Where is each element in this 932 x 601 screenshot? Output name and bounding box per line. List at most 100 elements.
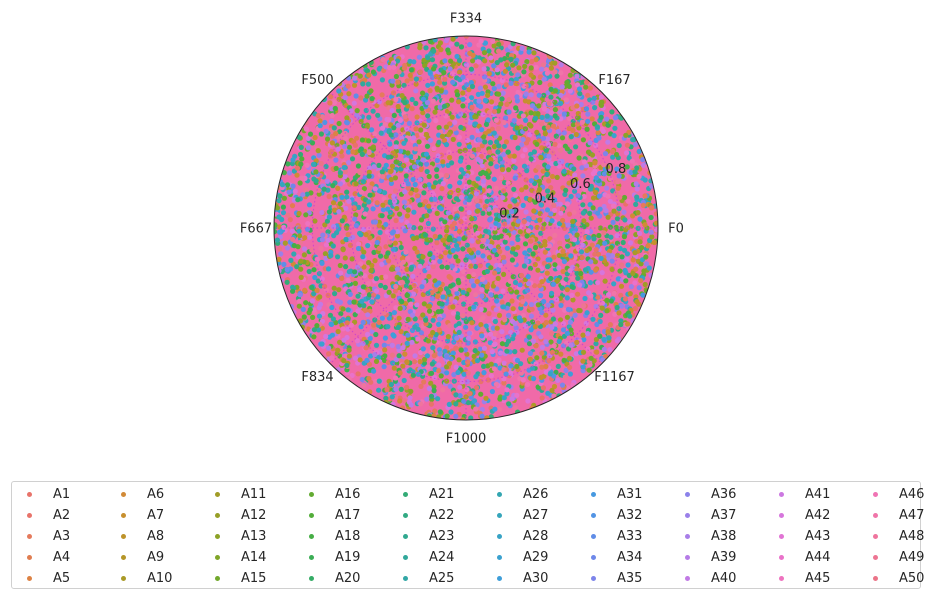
point-a43 [595,280,601,286]
point-a8 [351,82,358,88]
point-a21 [388,132,394,138]
point-a27 [458,167,464,173]
point-a23 [545,264,551,270]
point-a42 [488,55,494,61]
legend-label: A42 [805,508,831,523]
point-a42 [365,331,371,337]
point-a47 [403,249,409,255]
point-a47 [430,98,436,104]
point-a17 [584,126,590,132]
point-a7 [535,256,541,262]
point-a3 [432,408,438,414]
legend-marker [27,492,32,497]
point-a8 [575,110,581,117]
point-a23 [332,291,338,297]
point-a22 [349,156,356,162]
point-a18 [623,278,629,284]
point-a49 [303,187,309,193]
point-a14 [510,62,516,68]
point-a10 [342,255,348,261]
point-a1 [624,142,631,148]
point-a25 [330,243,336,249]
point-a42 [607,198,613,204]
point-a13 [469,216,475,222]
point-a34 [290,183,296,189]
point-a48 [366,149,372,156]
point-a18 [483,170,489,176]
point-a28 [624,251,631,257]
point-a29 [523,117,529,123]
point-a41 [393,144,399,150]
point-a7 [361,264,367,270]
point-a31 [450,350,456,356]
point-a7 [404,213,410,219]
point-a4 [437,79,443,85]
point-a38 [593,303,599,310]
point-a47 [329,112,335,119]
point-a6 [539,279,545,285]
point-a27 [610,154,616,160]
point-a29 [316,313,323,319]
point-a8 [446,360,453,367]
point-a37 [546,153,552,159]
point-a30 [383,162,389,168]
point-a23 [571,166,577,172]
point-a3 [345,231,351,238]
point-a42 [458,194,464,200]
point-a32 [388,180,394,186]
point-a9 [296,210,302,217]
point-a43 [397,117,403,123]
point-a42 [452,119,458,125]
point-a26 [612,125,618,131]
point-a8 [593,189,599,196]
point-a22 [344,362,350,369]
point-a34 [596,135,602,141]
point-a31 [504,245,510,251]
point-a17 [502,228,508,234]
point-a4 [551,254,557,260]
point-a46 [503,234,510,241]
legend-label: A44 [805,550,831,565]
point-a20 [318,131,324,137]
point-a32 [541,298,547,305]
point-a27 [345,307,351,313]
point-a30 [339,194,345,200]
point-a8 [391,365,397,371]
point-a43 [522,147,528,153]
point-a29 [587,280,594,286]
point-a33 [436,347,443,353]
point-a19 [597,333,603,339]
point-a15 [506,167,512,173]
point-a21 [620,239,626,246]
point-a19 [453,254,459,260]
point-a40 [500,195,506,201]
point-a19 [408,67,415,73]
point-a37 [278,251,284,257]
point-a3 [401,65,408,71]
point-a12 [512,134,518,141]
point-a13 [414,235,420,241]
point-a33 [419,284,425,290]
point-a19 [530,251,536,257]
point-a40 [469,238,475,244]
point-a12 [388,266,395,272]
point-a24 [425,55,431,61]
point-a16 [336,120,342,127]
point-a16 [426,173,432,180]
point-a17 [456,280,462,286]
point-a22 [614,304,620,311]
point-a21 [565,243,571,249]
point-a34 [353,223,359,229]
point-a30 [457,180,463,186]
point-a17 [393,73,399,80]
point-a34 [402,228,408,234]
legend-marker [873,534,878,539]
legend-label: A8 [147,529,165,544]
point-a17 [460,103,466,109]
point-a46 [331,100,338,106]
point-a32 [485,117,491,123]
point-a20 [326,209,332,215]
point-a13 [522,63,528,69]
point-a48 [319,225,325,232]
point-a24 [484,268,490,274]
